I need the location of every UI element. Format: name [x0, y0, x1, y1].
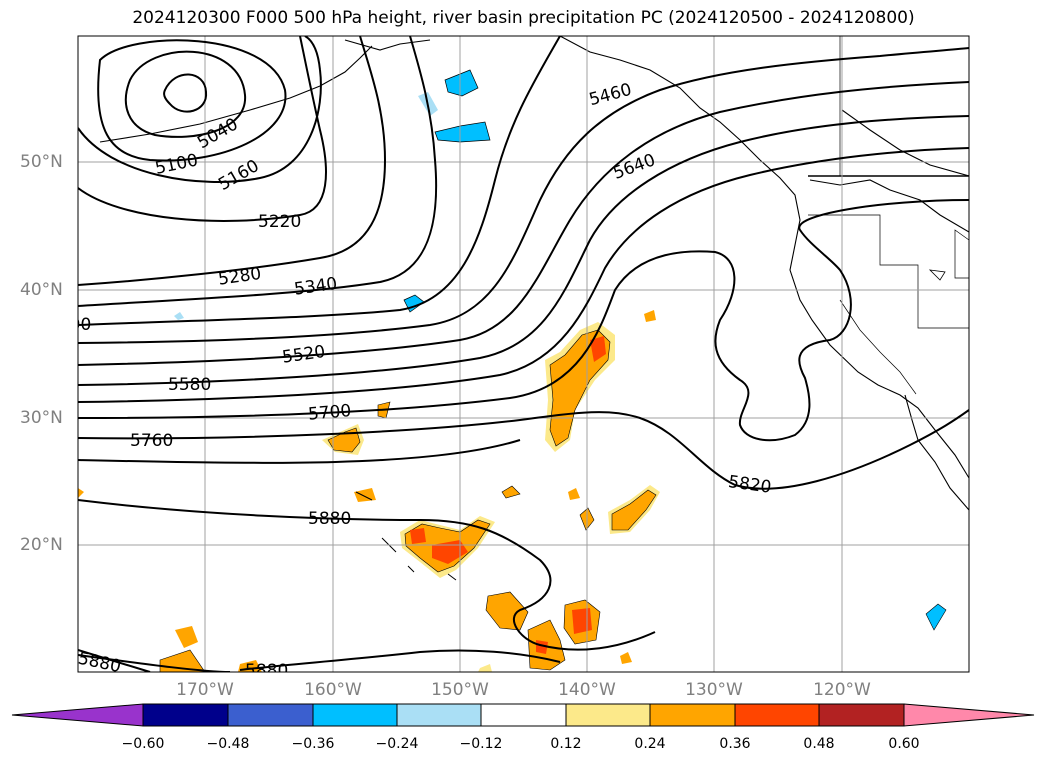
lon-label: 130°W [685, 680, 743, 700]
colorbar-tick: 0.24 [634, 736, 666, 752]
contour-label: 5880 [245, 661, 288, 681]
map-frame [77, 35, 970, 673]
lat-label: 50°N [20, 152, 63, 172]
contour-label: 5400 [48, 315, 91, 335]
lon-label: 160°W [304, 680, 362, 700]
lon-label: 120°W [813, 680, 871, 700]
contour-label: 5760 [130, 431, 173, 451]
contour-label: 5220 [258, 212, 301, 232]
colorbar-tick: 0.36 [719, 736, 751, 752]
colorbar-tick: −0.60 [121, 736, 165, 752]
lon-label: 140°W [558, 680, 616, 700]
colorbar-tick: −0.12 [459, 736, 503, 752]
contour-label: 5880 [76, 649, 122, 678]
colorbar-tick: −0.36 [291, 736, 335, 752]
colorbar [11, 703, 1035, 727]
lat-label: 40°N [20, 280, 63, 300]
colorbar-tick: −0.24 [375, 736, 419, 752]
contour-labels: 5040 5100 5160 5220 5280 5340 5400 5460 … [48, 80, 773, 681]
contour-label: 5580 [168, 375, 211, 395]
lon-label: 150°W [431, 680, 489, 700]
lat-label: 20°N [20, 535, 63, 555]
lat-label: 30°N [20, 408, 63, 428]
colorbar-tick: 0.60 [888, 736, 920, 752]
colorbar-tick: 0.48 [803, 736, 835, 752]
map-title: 2024120300 F000 500 hPa height, river ba… [132, 8, 915, 28]
graticule [78, 36, 969, 672]
colorbar-tick: −0.48 [206, 736, 250, 752]
lon-label: 170°W [176, 680, 234, 700]
contour-label: 5880 [308, 509, 351, 529]
height-contours [78, 36, 969, 672]
colorbar-tick: 0.12 [550, 736, 582, 752]
contour-label: 5700 [307, 401, 352, 425]
map-content: 5040 5100 5160 5220 5280 5340 5400 5460 … [48, 36, 969, 681]
